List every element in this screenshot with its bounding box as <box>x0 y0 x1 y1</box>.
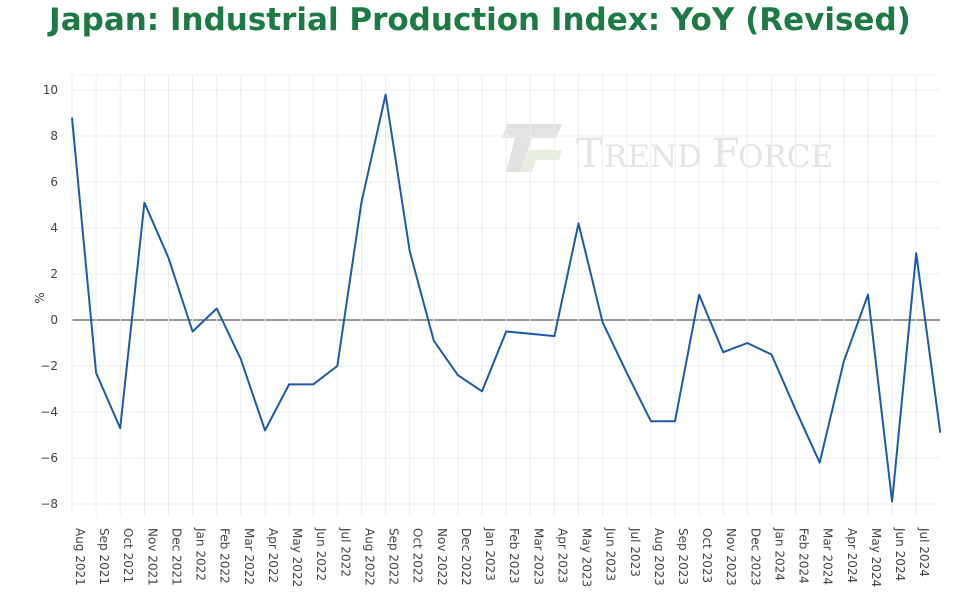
x-tick-label: Oct 2023 <box>700 528 714 583</box>
data-point[interactable] <box>818 461 822 465</box>
x-tick-label: Oct 2022 <box>411 528 425 583</box>
y-tick-label: −2 <box>40 359 58 373</box>
data-point[interactable] <box>311 382 315 386</box>
data-point[interactable] <box>745 341 749 345</box>
x-tick-label: Aug 2023 <box>652 528 666 586</box>
x-tick-label: Mar 2022 <box>242 528 256 585</box>
y-tick-label: 2 <box>50 267 58 281</box>
data-point[interactable] <box>577 221 581 225</box>
x-tick-label: Aug 2021 <box>73 528 87 586</box>
x-tick-label: Mar 2024 <box>821 528 835 585</box>
data-point[interactable] <box>528 332 532 336</box>
x-tick-label: Dec 2023 <box>748 528 762 586</box>
data-point[interactable] <box>408 249 412 253</box>
data-point[interactable] <box>601 320 605 324</box>
x-tick-label: May 2024 <box>869 528 883 587</box>
svg-text:T: T <box>576 131 603 177</box>
data-point[interactable] <box>504 330 508 334</box>
data-point[interactable] <box>191 330 195 334</box>
x-tick-label: Apr 2023 <box>555 528 569 583</box>
data-point[interactable] <box>384 93 388 97</box>
x-tick-label: Jan 2023 <box>483 527 497 581</box>
data-point[interactable] <box>914 251 918 255</box>
data-point[interactable] <box>335 364 339 368</box>
data-point[interactable] <box>166 256 170 260</box>
x-tick-label: Jun 2024 <box>893 527 907 581</box>
data-point[interactable] <box>94 371 98 375</box>
data-point[interactable] <box>649 419 653 423</box>
y-tick-label: −8 <box>40 497 58 511</box>
x-tick-label: Jan 2022 <box>194 527 208 581</box>
trendforce-watermark-logo: T REND F ORCE <box>502 124 833 177</box>
x-tick-label: Dec 2021 <box>169 528 183 586</box>
data-point[interactable] <box>142 201 146 205</box>
data-point[interactable] <box>697 293 701 297</box>
x-tick-label: Nov 2021 <box>145 528 159 586</box>
data-point[interactable] <box>118 426 122 430</box>
x-tick-label: Jul 2024 <box>917 527 931 577</box>
x-tick-label: Sep 2022 <box>387 528 401 585</box>
data-point[interactable] <box>359 201 363 205</box>
x-tick-label: Apr 2024 <box>845 528 859 583</box>
y-tick-label: 8 <box>50 129 58 143</box>
y-tick-label: 0 <box>50 313 58 327</box>
data-point[interactable] <box>456 373 460 377</box>
x-tick-label: Jun 2022 <box>314 527 328 581</box>
data-point[interactable] <box>721 350 725 354</box>
data-point[interactable] <box>794 408 798 412</box>
x-tick-label: Nov 2022 <box>435 528 449 586</box>
data-point[interactable] <box>866 293 870 297</box>
x-tick-label: Nov 2023 <box>724 528 738 586</box>
x-tick-label: May 2022 <box>290 528 304 587</box>
x-tick-label: Aug 2022 <box>362 528 376 586</box>
x-tick-label: Sep 2023 <box>676 528 690 585</box>
x-tick-label: Mar 2023 <box>531 528 545 585</box>
x-tick-label: Oct 2021 <box>121 528 135 583</box>
y-tick-label: 10 <box>43 83 58 97</box>
data-point[interactable] <box>673 419 677 423</box>
y-tick-label: −4 <box>40 405 58 419</box>
x-tick-label: Jul 2022 <box>338 527 352 577</box>
svg-text:F: F <box>712 131 740 177</box>
x-tick-label: Sep 2021 <box>97 528 111 585</box>
data-point[interactable] <box>263 428 267 432</box>
x-tick-label: Feb 2024 <box>797 528 811 584</box>
svg-text:ORCE: ORCE <box>738 139 833 175</box>
data-point[interactable] <box>842 359 846 363</box>
x-tick-label: Feb 2022 <box>218 528 232 584</box>
x-tick-label: Jul 2023 <box>628 527 642 577</box>
data-point[interactable] <box>432 339 436 343</box>
data-point[interactable] <box>215 307 219 311</box>
y-axis-label: % <box>33 292 47 303</box>
data-point[interactable] <box>70 116 74 120</box>
x-tick-label: Jan 2024 <box>772 527 786 581</box>
x-tick-label: May 2023 <box>580 528 594 587</box>
series-line <box>71 93 942 503</box>
data-point[interactable] <box>938 431 942 435</box>
data-point[interactable] <box>239 357 243 361</box>
data-point[interactable] <box>480 389 484 393</box>
x-tick-label: Dec 2022 <box>459 528 473 586</box>
x-tick-label: Apr 2022 <box>266 528 280 583</box>
x-tick-label: Feb 2023 <box>507 528 521 584</box>
svg-text:REND: REND <box>604 139 702 175</box>
data-point[interactable] <box>625 371 629 375</box>
data-point[interactable] <box>552 334 556 338</box>
data-point[interactable] <box>890 500 894 504</box>
data-point[interactable] <box>769 353 773 357</box>
y-tick-label: 6 <box>50 175 58 189</box>
x-tick-label: Jun 2023 <box>604 527 618 581</box>
y-tick-label: −6 <box>40 451 58 465</box>
y-tick-label: 4 <box>50 221 58 235</box>
data-point[interactable] <box>287 382 291 386</box>
chart-title: Japan: Industrial Production Index: YoY … <box>49 2 911 38</box>
